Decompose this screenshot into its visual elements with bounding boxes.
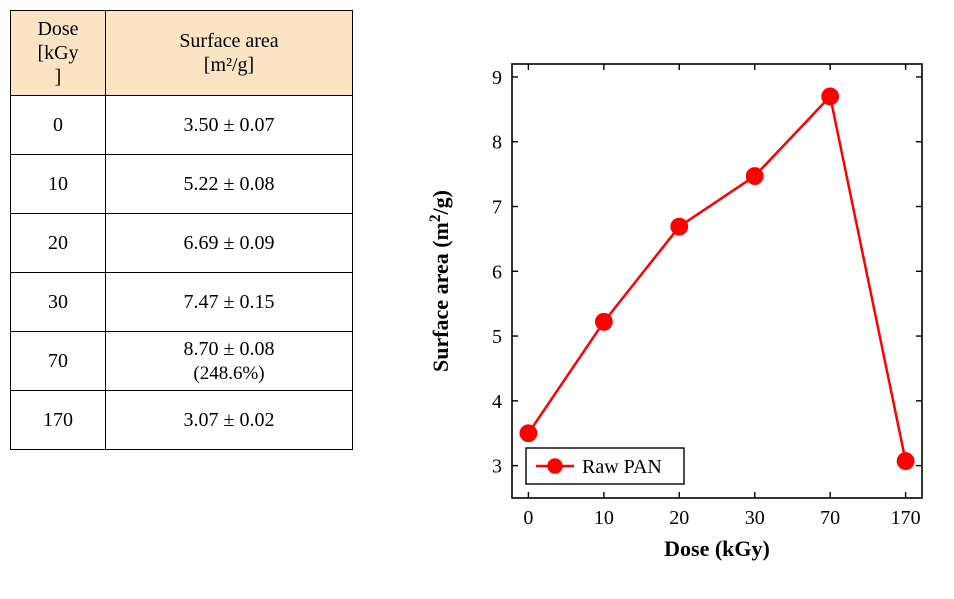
cell-dose: 20 — [11, 214, 106, 273]
ytick-label: 5 — [492, 326, 502, 348]
cell-dose: 0 — [11, 96, 106, 155]
series-marker — [671, 219, 687, 235]
ytick-label: 8 — [492, 132, 502, 154]
cell-dose: 170 — [11, 391, 106, 450]
cell-sa: 3.07 ± 0.02 — [106, 391, 353, 450]
xtick-label: 0 — [523, 507, 533, 529]
ytick-label: 9 — [492, 67, 502, 89]
ytick-label: 7 — [492, 197, 502, 219]
ytick-label: 3 — [492, 456, 502, 478]
xtick-label: 170 — [891, 507, 921, 529]
cell-sa: 5.22 ± 0.08 — [106, 155, 353, 214]
series-marker — [596, 314, 612, 330]
table-header-dose: Dose [kGy ] — [11, 11, 106, 96]
th-sa-l1: Surface area — [179, 30, 278, 52]
cell-dose: 70 — [11, 332, 106, 391]
cell-sa: 3.50 ± 0.07 — [106, 96, 353, 155]
cell-sa-note: (248.6%) — [193, 363, 264, 384]
series-marker — [520, 425, 536, 441]
xtick-label: 30 — [745, 507, 765, 529]
table-row: 20 6.69 ± 0.09 — [11, 214, 353, 273]
xtick-label: 20 — [669, 507, 689, 529]
th-sa-l2: [m²/g] — [204, 54, 254, 76]
cell-sa: 8.70 ± 0.08 (248.6%) — [106, 332, 353, 391]
ytick-label: 4 — [492, 391, 502, 413]
legend-series-label: Raw PAN — [582, 456, 662, 478]
series-marker — [747, 168, 763, 184]
y-axis-title: Surface area (m2/g) — [427, 190, 454, 372]
table-row: 10 5.22 ± 0.08 — [11, 155, 353, 214]
series-marker — [898, 453, 914, 469]
legend-series-marker — [548, 459, 562, 473]
table-row: 30 7.47 ± 0.15 — [11, 273, 353, 332]
cell-dose: 30 — [11, 273, 106, 332]
th-dose-l1: Dose — [37, 18, 78, 40]
cell-dose: 10 — [11, 155, 106, 214]
th-dose-l3: ] — [55, 66, 62, 88]
cell-sa: 6.69 ± 0.09 — [106, 214, 353, 273]
table-row: 0 3.50 ± 0.07 — [11, 96, 353, 155]
series-marker — [822, 88, 838, 104]
surface-area-table: Dose [kGy ] Surface area [m²/g] 0 3.50 ±… — [10, 10, 353, 450]
table-row: 70 8.70 ± 0.08 (248.6%) — [11, 332, 353, 391]
plot-frame — [512, 64, 922, 498]
series-line — [528, 96, 905, 461]
xtick-label: 70 — [820, 507, 840, 529]
table-row: 170 3.07 ± 0.02 — [11, 391, 353, 450]
th-dose-l2: [kGy — [37, 42, 78, 64]
cell-sa: 7.47 ± 0.15 — [106, 273, 353, 332]
table-header-surface-area: Surface area [m²/g] — [106, 11, 353, 96]
ytick-label: 6 — [492, 261, 502, 283]
chart-svg: 3 4 5 6 7 8 9 0 10 20 30 70 170 Dose (kGy) Surface are… — [420, 50, 940, 570]
cell-sa-val: 8.70 ± 0.08 — [184, 338, 275, 360]
x-axis-title: Dose (kGy) — [664, 536, 770, 561]
surface-area-chart: 3 4 5 6 7 8 9 0 10 20 30 70 170 Dose (kGy) Surface are… — [420, 50, 940, 570]
xtick-label: 10 — [594, 507, 614, 529]
